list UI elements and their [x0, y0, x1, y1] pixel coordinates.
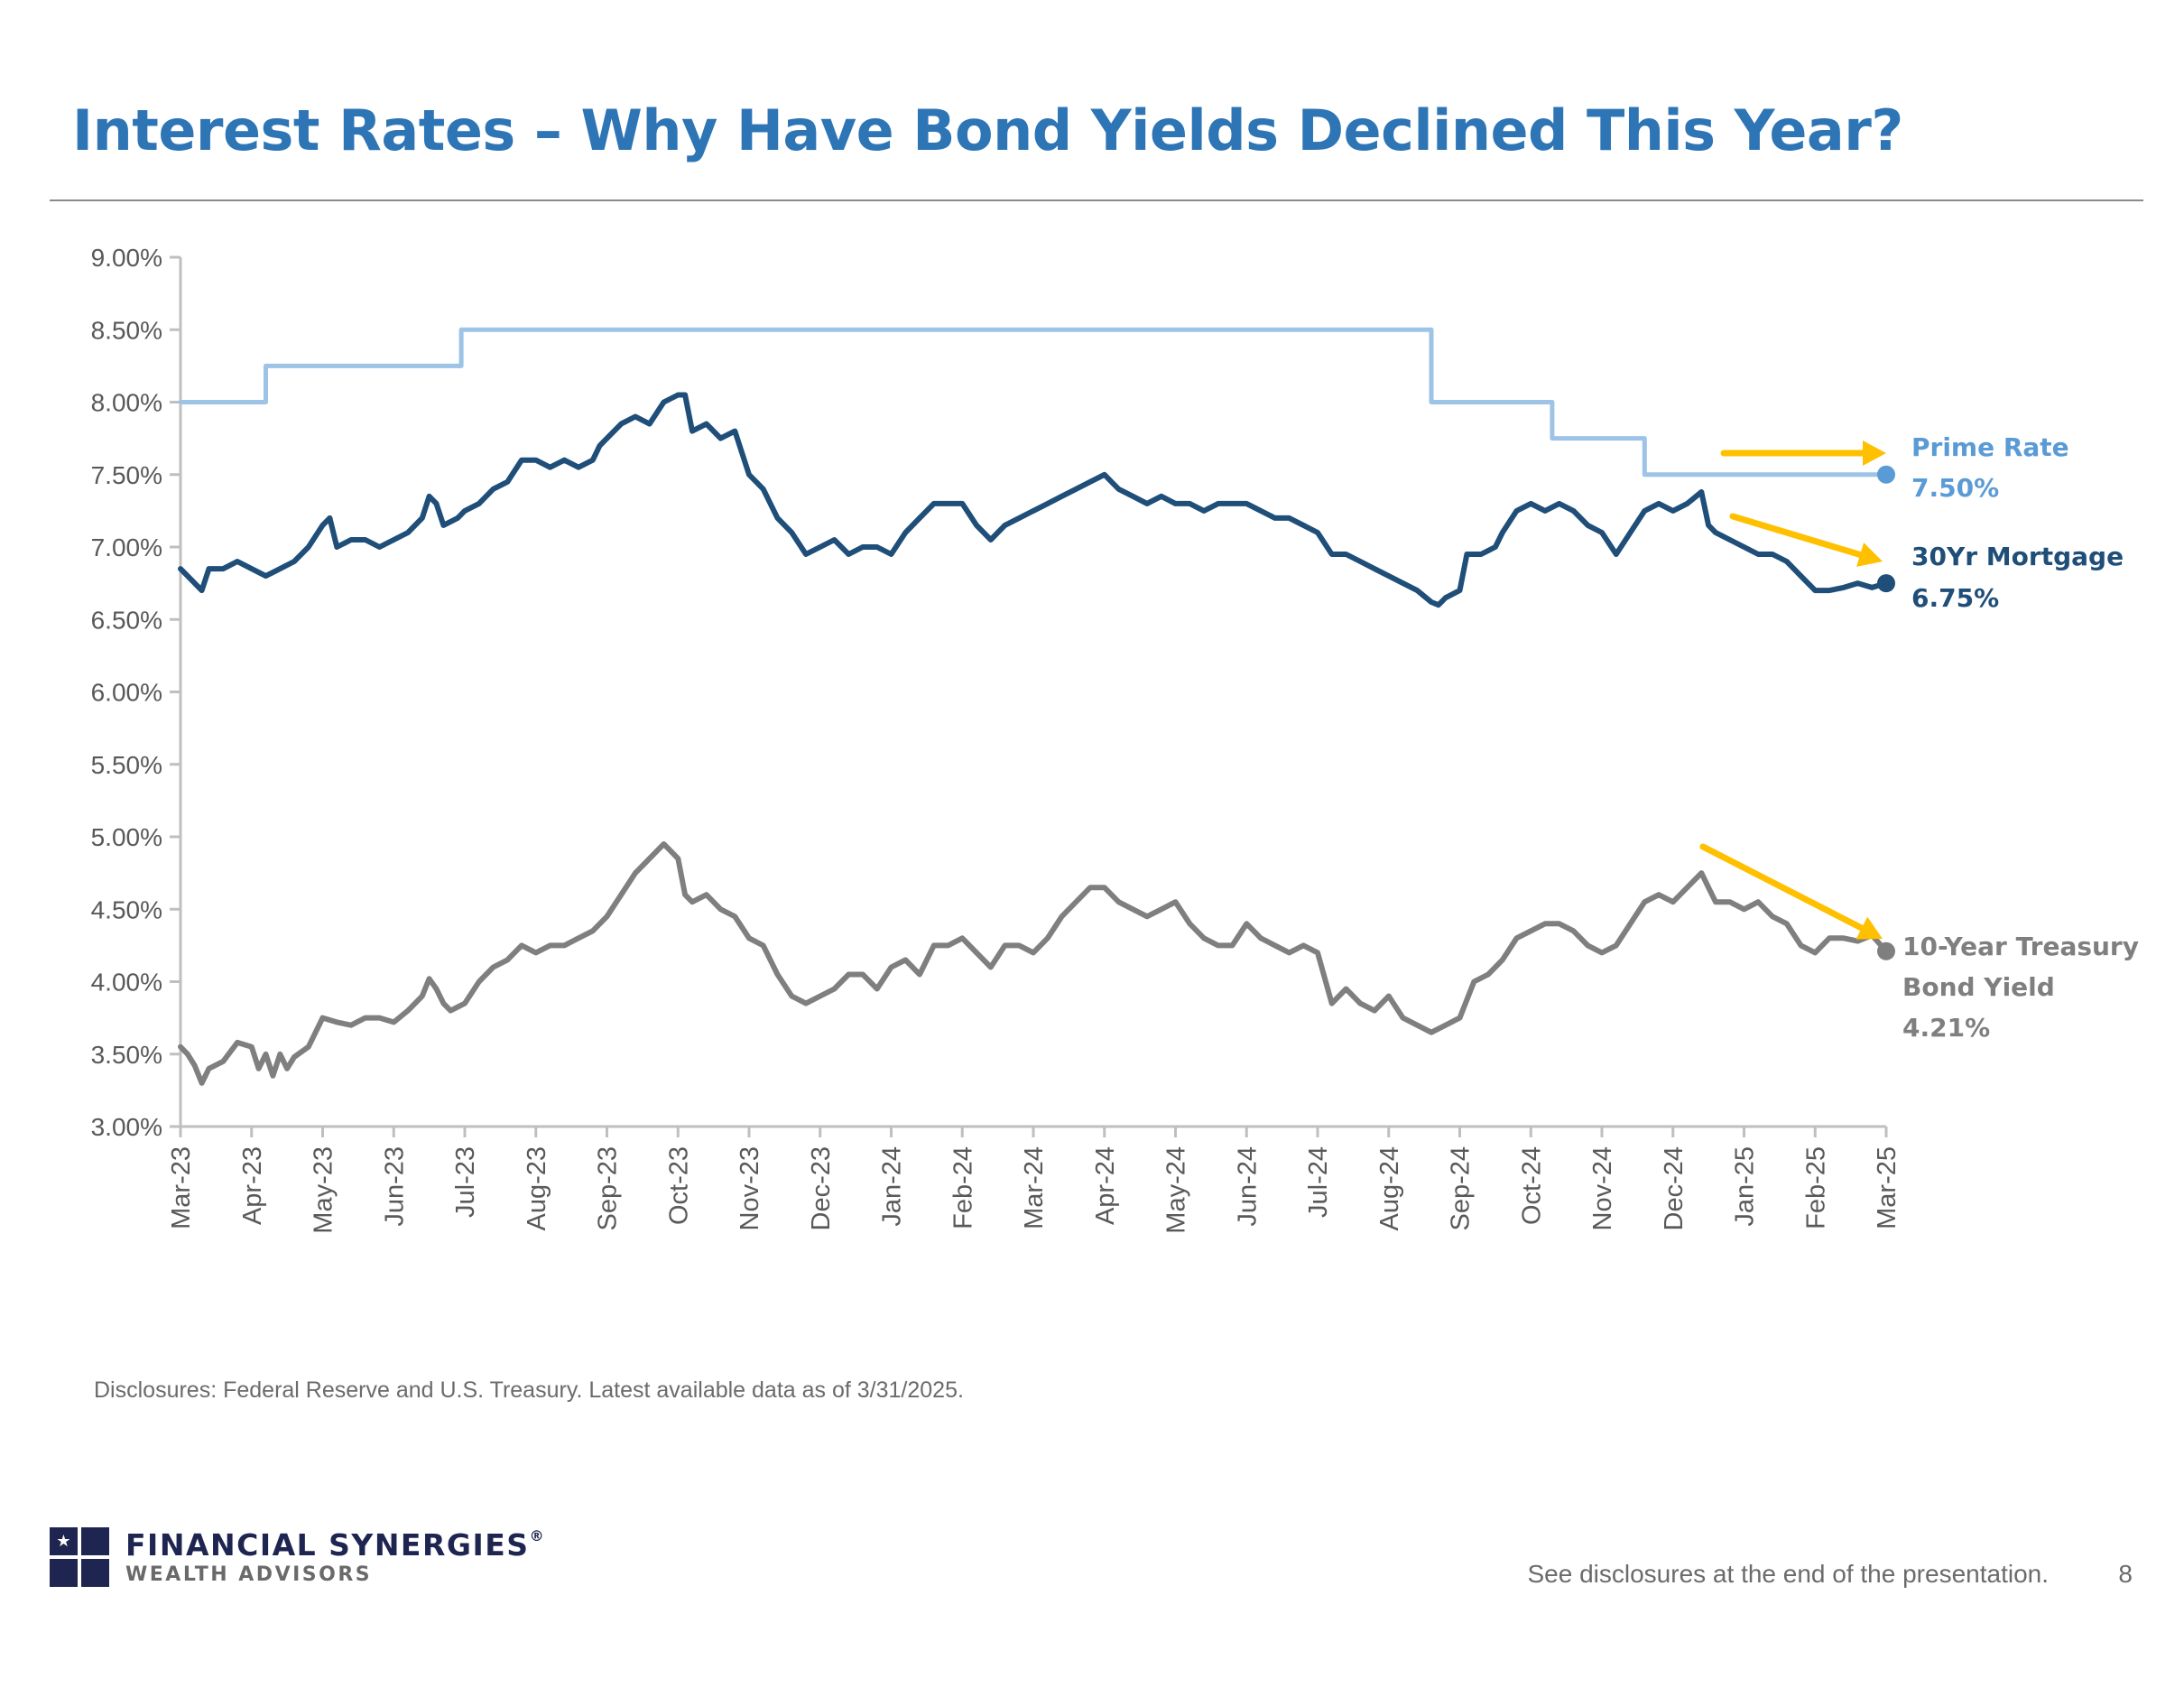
y-tick-label: 7.00%: [91, 533, 162, 561]
series-end-label: 30Yr Mortgage: [1911, 542, 2124, 571]
trend-arrow-head: [1855, 916, 1883, 940]
x-tick-label: Mar-24: [1020, 1146, 1049, 1229]
x-tick-label: Apr-24: [1091, 1146, 1120, 1225]
y-tick-label: 8.50%: [91, 316, 162, 344]
y-tick-label: 3.00%: [91, 1113, 162, 1141]
trend-arrow-shaft: [1699, 843, 1865, 932]
series-end-label: 10-Year Treasury: [1902, 932, 2139, 961]
chart-annotations: Prime Rate 7.50% 30Yr Mortgage 6.75% 10-Year…: [1699, 432, 2139, 1043]
series-line-prime-rate: [178, 327, 1889, 478]
x-tick-label: Dec-24: [1660, 1146, 1689, 1231]
series-end-marker: [1877, 574, 1895, 593]
y-tick-label: 4.00%: [91, 969, 162, 997]
series-end-label: 7.50%: [1911, 473, 1999, 503]
y-tick-label: 4.50%: [91, 895, 162, 923]
trend-arrow-shaft: [1729, 513, 1864, 559]
x-tick-label: Jan-25: [1731, 1146, 1760, 1227]
x-tick-label: Jul-23: [451, 1146, 480, 1218]
trend-arrow-head: [1856, 543, 1883, 567]
y-tick-label: 9.00%: [91, 244, 162, 272]
star-grid-logo-icon: ★: [50, 1527, 109, 1587]
page-number: 8: [2118, 1560, 2133, 1588]
series-end-label: Bond Yield: [1902, 972, 2055, 1002]
x-tick-label: Jan-24: [878, 1146, 907, 1227]
x-tick-label: Dec-23: [807, 1146, 836, 1231]
x-tick-label: Nov-24: [1588, 1146, 1617, 1231]
series-line-10yr-treasury: [178, 841, 1889, 1086]
x-tick-label: Apr-23: [238, 1146, 267, 1225]
x-tick-label: Oct-23: [664, 1146, 693, 1225]
company-logo: ★ FINANCIAL SYNERGIES® WEALTH ADVISORS: [50, 1527, 591, 1591]
series-end-label: 6.75%: [1911, 583, 1999, 613]
y-tick-label: 5.50%: [91, 751, 162, 779]
y-tick-label: 5.00%: [91, 823, 162, 851]
series-line-30yr-mortgage: [178, 392, 1889, 608]
x-tick-label: Sep-24: [1447, 1146, 1476, 1231]
x-tick-label: Aug-24: [1375, 1146, 1404, 1231]
x-tick-label: Feb-25: [1801, 1146, 1830, 1229]
logo-company-name: FINANCIAL SYNERGIES®: [125, 1527, 546, 1563]
y-tick-label: 8.00%: [91, 389, 162, 417]
disclosure-text: Disclosures: Federal Reserve and U.S. Tr…: [94, 1377, 964, 1403]
x-tick-label: May-24: [1162, 1146, 1191, 1234]
slide-title: Interest Rates – Why Have Bond Yields De…: [72, 97, 1903, 163]
y-tick-label: 6.00%: [91, 679, 162, 707]
y-tick-label: 7.50%: [91, 461, 162, 489]
x-tick-label: Jun-24: [1233, 1146, 1262, 1227]
logo-subtitle: WEALTH ADVISORS: [125, 1563, 373, 1586]
y-tick-label: 3.50%: [91, 1041, 162, 1069]
chart-axes: 9.00% 8.50% 8.00% 7.50% 7.00% 6.50% 6.00% 5.50%…: [91, 244, 1902, 1234]
x-tick-label: May-23: [310, 1146, 338, 1234]
x-tick-label: Nov-23: [736, 1146, 764, 1231]
x-tick-label: Jul-24: [1304, 1146, 1333, 1218]
x-tick-label: Mar-25: [1873, 1146, 1902, 1229]
x-tick-label: Aug-23: [523, 1146, 551, 1231]
x-tick-label: Jun-23: [380, 1146, 409, 1227]
footer-disclosure-note: See disclosures at the end of the presen…: [1527, 1560, 2050, 1588]
x-tick-label: Feb-24: [949, 1146, 977, 1229]
series-end-marker: [1877, 941, 1895, 960]
series-end-marker: [1877, 465, 1895, 484]
y-tick-label: 6.50%: [91, 606, 162, 634]
x-tick-label: Oct-24: [1517, 1146, 1546, 1225]
x-tick-label: Sep-23: [594, 1146, 623, 1231]
title-divider: [50, 199, 2143, 201]
series-end-label: Prime Rate: [1911, 432, 2069, 462]
trend-arrow-head: [1863, 441, 1886, 466]
series-end-label: 4.21%: [1902, 1013, 1990, 1043]
chart-series: [178, 327, 1895, 1086]
x-tick-label: Mar-23: [167, 1146, 196, 1229]
